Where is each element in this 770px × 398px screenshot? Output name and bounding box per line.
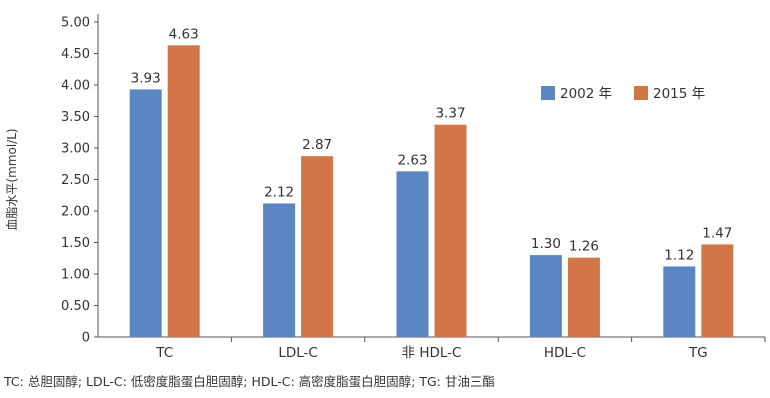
legend-swatch bbox=[541, 86, 555, 100]
y-tick-label: 0.50 bbox=[61, 299, 90, 314]
data-label: 3.93 bbox=[131, 70, 161, 86]
y-axis: 0 0.50 1.00 1.50 2.00 2.50 3.00 3.50 4.00 4.50 5.0… bbox=[61, 14, 99, 346]
x-tick-label: 非 HDL-C bbox=[402, 345, 462, 361]
data-label: 2.63 bbox=[397, 152, 427, 168]
data-label: 2.12 bbox=[264, 184, 294, 200]
x-tick-label: HDL-C bbox=[544, 345, 586, 361]
bar-2015-2 bbox=[434, 124, 467, 337]
x-tick-label: LDL-C bbox=[278, 345, 318, 361]
data-label: 1.12 bbox=[664, 247, 694, 263]
y-tick-label: 3.50 bbox=[61, 110, 90, 125]
data-label: 4.63 bbox=[169, 26, 199, 42]
y-tick-label: 4.50 bbox=[61, 47, 90, 62]
x-tick-label: TC bbox=[155, 345, 173, 361]
bar-2002-2 bbox=[396, 171, 429, 337]
bar-chart: 0 0.50 1.00 1.50 2.00 2.50 3.00 3.50 4.00 4.50 5.0… bbox=[4, 14, 766, 361]
y-tick-label: 1.50 bbox=[61, 236, 90, 251]
y-tick-label: 5.00 bbox=[61, 16, 90, 31]
bar-2015-1 bbox=[301, 156, 334, 337]
data-label: 3.37 bbox=[435, 106, 465, 122]
bars: 3.93 2.12 2.63 1.30 1.12 4.63 2.87 3.37 1.26 1.47 bbox=[129, 26, 734, 338]
y-tick-label: 1.00 bbox=[61, 268, 90, 283]
bar-2002-4 bbox=[663, 266, 696, 337]
x-tick-label: TG bbox=[688, 345, 708, 361]
legend-swatch bbox=[634, 86, 648, 100]
data-label: 2.87 bbox=[302, 137, 332, 153]
y-tick-label: 4.00 bbox=[61, 79, 90, 94]
legend: 2002 年 2015 年 bbox=[541, 86, 705, 102]
x-axis: TC LDL-C 非 HDL-C HDL-C TG bbox=[98, 336, 766, 361]
legend-label: 2002 年 bbox=[560, 86, 612, 102]
legend-label: 2015 年 bbox=[653, 86, 705, 102]
y-axis-label: 血脂水平(mmol/L) bbox=[4, 128, 19, 230]
data-label: 1.30 bbox=[531, 236, 561, 252]
bar-2002-3 bbox=[529, 255, 562, 337]
bar-2002-0 bbox=[129, 89, 162, 337]
y-tick-label: 2.50 bbox=[61, 173, 90, 188]
y-tick-label: 2.00 bbox=[61, 205, 90, 220]
bar-2015-3 bbox=[567, 257, 600, 337]
data-label: 1.26 bbox=[569, 239, 599, 255]
y-tick-label: 0 bbox=[82, 331, 90, 346]
y-tick-label: 3.00 bbox=[61, 142, 90, 157]
footnote: TC: 总胆固醇; LDL-C: 低密度脂蛋白胆固醇; HDL-C: 高密度脂蛋… bbox=[4, 374, 495, 389]
bar-2015-4 bbox=[701, 244, 734, 337]
bar-2015-0 bbox=[167, 45, 200, 338]
bar-2002-1 bbox=[263, 203, 296, 337]
data-label: 1.47 bbox=[702, 225, 732, 241]
